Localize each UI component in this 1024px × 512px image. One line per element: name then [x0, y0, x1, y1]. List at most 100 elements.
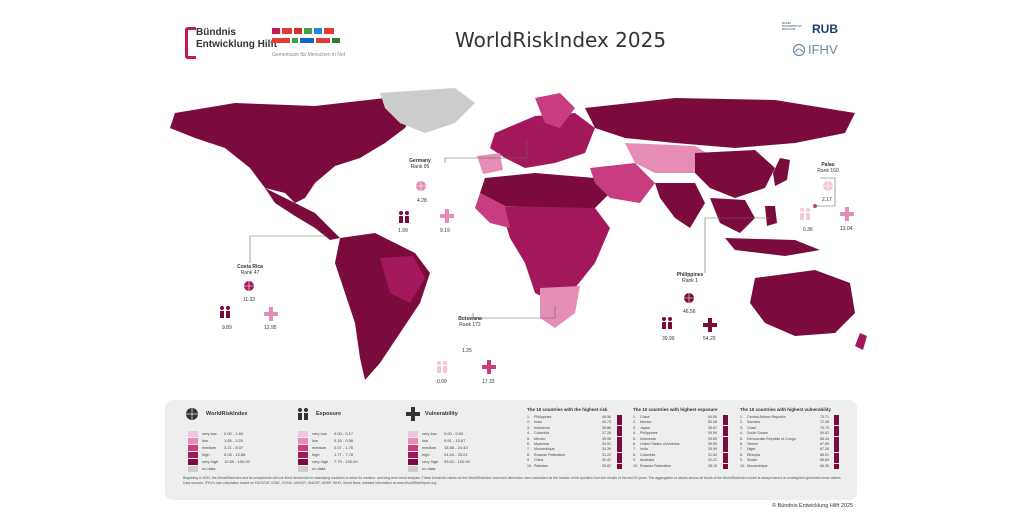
legend-row: very low 0.00 - 9.90	[408, 430, 470, 437]
list-item: 3. Japan 45.67	[633, 425, 738, 431]
philippines-connector	[704, 217, 770, 273]
footnote-sources: Data sources: IFHV's own calculation bas…	[183, 481, 438, 485]
institute-logo: IFHV	[808, 42, 838, 57]
list-item: 1. Philippines 46.56	[527, 415, 632, 420]
region-philippines	[765, 206, 777, 226]
list-item: 2. Somalia 72.45	[740, 420, 852, 426]
legend-wri-rows: very low 0.00 - 1.84 low 1.85 - 3.20 mediu…	[188, 430, 250, 472]
region-china	[695, 150, 775, 198]
page-title: WorldRiskIndex 2025	[455, 28, 667, 52]
top-list-title: The 10 countries with the highest risk	[527, 407, 608, 412]
top-list-title: The 10 countries with highest exposure	[633, 407, 718, 412]
globe-icon	[416, 181, 426, 191]
callout-costa-rica-name: Costa Rica	[237, 264, 263, 270]
top-list-rows: 1. China 64.59 2. Mexico 50.08 3. Japan 45.67 …	[633, 415, 738, 469]
legend-row: low 0.18 - 0.56	[298, 437, 358, 444]
costa-rica-connector	[249, 233, 326, 263]
vulnerability-cross-icon	[840, 207, 854, 221]
legend-row: very low 0.00 - 1.84	[188, 430, 250, 437]
list-item: 8. Ethiopia 66.01	[740, 452, 852, 458]
globe-icon	[684, 293, 694, 303]
callout-philippines-name: Philippines	[676, 272, 704, 278]
callout-palau: Palau Rank 150	[808, 162, 848, 174]
partner-logos	[272, 28, 340, 43]
region-middle-east	[590, 163, 655, 203]
top-list-title: The 10 countries with highest vulnerabil…	[740, 407, 832, 412]
region-india	[655, 183, 705, 228]
partner-tagline: Gemeinsam für Menschen in Not	[272, 52, 346, 58]
region-iberia	[477, 153, 503, 174]
list-item: 10. Russian Federation 28.15	[633, 463, 738, 469]
callout-germany-rank: Rank 95	[410, 164, 430, 170]
people-icon	[662, 317, 672, 329]
list-item: 5. Mexico 35.96	[527, 436, 632, 442]
legend-panel	[165, 400, 857, 500]
region-europe	[490, 113, 595, 168]
germany-connector	[444, 140, 528, 163]
list-item: 7. India 35.99	[633, 447, 738, 453]
top-list-risk: The 10 countries with the highest risk 1…	[527, 407, 632, 469]
region-africa-west	[475, 193, 510, 228]
legend-row: medium 0.57 - 1.76	[298, 444, 358, 451]
globe-icon	[186, 408, 198, 420]
people-icon	[437, 361, 447, 373]
vulnerability-cross-icon	[406, 407, 420, 421]
philippines-vulnerability: 54.20	[703, 336, 716, 342]
region-new-zealand	[855, 333, 867, 350]
callout-botswana-name: Botswana	[458, 316, 482, 322]
university-name: RUHR UNIVERSITÄT BOCHUM	[782, 21, 802, 31]
callout-philippines: Philippines Rank 1	[668, 272, 712, 284]
list-item: 5. Democratic Republic of Congo 68.43	[740, 436, 852, 442]
region-south-america	[335, 233, 430, 380]
region-australia	[750, 270, 855, 336]
list-item: 8. Russian Federation 31.22	[527, 452, 632, 458]
globe-icon	[823, 181, 833, 191]
palau-connector	[815, 177, 836, 207]
logo-line-2: Entwicklung Hilft	[196, 39, 278, 50]
list-item: 4. South Sudan 69.62	[740, 431, 852, 437]
vulnerability-cross-icon	[440, 209, 454, 223]
legend-vulnerability-title: Vulnerability	[425, 411, 458, 417]
callout-costa-rica-rank: Rank 47	[240, 270, 260, 276]
legend-row: high 5.08 - 12.88	[188, 451, 250, 458]
legend-row: low 9.91 - 15.87	[408, 437, 470, 444]
list-item: 9. Sudan 65.69	[740, 458, 852, 464]
botswana-vulnerability: 17.33	[482, 379, 495, 385]
legend-wri-title: WorldRiskIndex	[206, 411, 248, 417]
legend-row: medium 15.88 - 24.43	[408, 444, 470, 451]
botswana-connector	[472, 306, 556, 319]
top-list-rows: 1. Philippines 46.56 2. India 40.73 3. Indone…	[527, 415, 632, 469]
logo-line-1: Bündnis	[196, 27, 236, 38]
legend-row: very high 12.89 - 100.00	[188, 458, 250, 465]
callout-costa-rica: Costa Rica Rank 47	[230, 264, 270, 276]
legend-row: no data	[298, 465, 358, 472]
region-indonesia	[725, 238, 820, 256]
legend-row: no data	[188, 465, 250, 472]
region-japan	[773, 158, 790, 186]
legend-row: very high 7.79 - 100.00	[298, 458, 358, 465]
costa-rica-exposure: 9.89	[222, 325, 232, 331]
list-item: 7. Niger 67.28	[740, 447, 852, 453]
legend-exposure-title: Exposure	[316, 411, 342, 417]
people-icon	[800, 208, 810, 220]
region-russia	[585, 98, 855, 148]
world-map	[170, 88, 867, 380]
region-greenland	[380, 88, 475, 133]
logo-bracket	[185, 27, 196, 59]
list-item: 10. Mozambique 65.35	[740, 463, 852, 469]
region-africa-south	[540, 286, 580, 328]
university-logo: RUB	[812, 22, 838, 36]
vulnerability-cross-icon	[703, 318, 717, 332]
legend-row: medium 3.21 - 5.07	[188, 444, 250, 451]
globe-icon	[244, 281, 254, 291]
list-item: 3. Chad 70.70	[740, 425, 852, 431]
callout-germany-name: Germany	[409, 158, 431, 164]
region-africa-central	[500, 206, 610, 303]
vulnerability-cross-icon	[264, 307, 278, 321]
region-north-america	[170, 98, 415, 203]
vulnerability-cross-icon	[482, 360, 496, 374]
footnote: Beginning in 2022, the WorldRiskIndex an…	[183, 476, 843, 486]
list-item: 6. Myanmar 34.91	[527, 441, 632, 447]
people-icon	[220, 306, 230, 318]
legend-vulnerability-rows: very low 0.00 - 9.90 low 9.91 - 15.87 medi…	[408, 430, 470, 472]
